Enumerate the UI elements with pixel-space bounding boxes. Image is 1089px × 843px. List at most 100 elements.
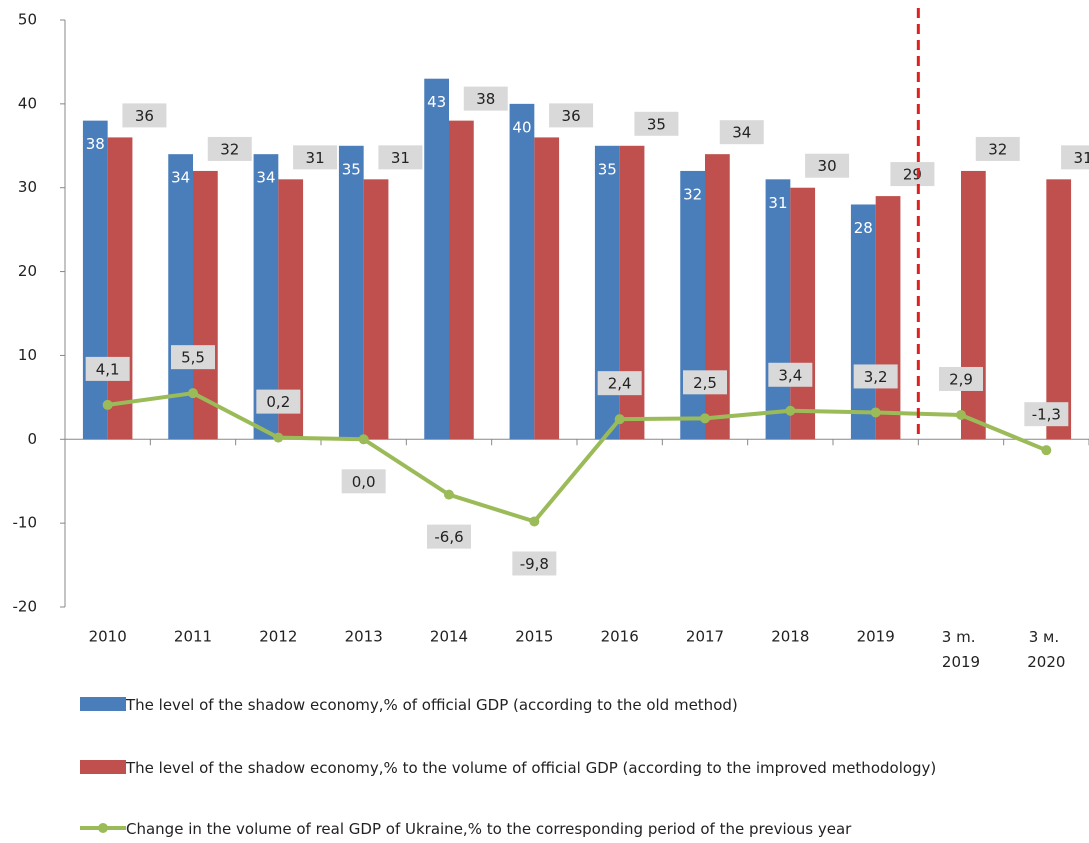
- bar-value-label: 40: [512, 118, 531, 136]
- y-tick-label: 10: [18, 346, 37, 364]
- value-label: 35: [647, 115, 666, 133]
- value-label-box: [634, 111, 679, 136]
- line-marker: [358, 434, 369, 445]
- y-tick-label: 50: [18, 11, 37, 29]
- x-tick-label-line: 2020: [1027, 653, 1065, 671]
- bar: [619, 145, 645, 440]
- bar: [594, 145, 620, 440]
- line-marker: [614, 414, 625, 425]
- legend-marker: [98, 823, 108, 833]
- value-label-box: [805, 153, 850, 178]
- value-label-box: [683, 370, 727, 395]
- value-label: 0,0: [352, 473, 376, 491]
- value-label-box: [207, 136, 252, 161]
- value-label-box: [975, 136, 1020, 161]
- value-label-box: [463, 86, 508, 111]
- bar-value-label: 34: [256, 169, 275, 187]
- bar: [107, 137, 133, 440]
- value-label: 0,2: [266, 393, 290, 411]
- value-label-box: [719, 120, 764, 145]
- value-label: 36: [135, 107, 154, 125]
- value-label: 2,4: [608, 375, 632, 393]
- value-label-box: [171, 345, 215, 370]
- x-tick-label-line: 3 m.: [942, 628, 980, 646]
- chart: -20 -10 0 10 20 30 40 50 2010 2011 2012 2013 2014 201…: [13, 8, 1089, 671]
- value-label: 30: [818, 157, 837, 175]
- bar: [961, 170, 986, 440]
- value-label: -6,6: [434, 528, 463, 546]
- legend-item: Change in the volume of real GDP of Ukra…: [80, 818, 1040, 840]
- value-label-box: [256, 389, 301, 414]
- value-label-box: [1061, 145, 1089, 170]
- bar: [424, 78, 449, 440]
- value-label-box: [939, 366, 983, 391]
- bar: [534, 137, 560, 440]
- value-label: 32: [988, 140, 1007, 158]
- x-tick-label: 2013: [345, 628, 383, 646]
- x-tick-label: 2014: [430, 628, 468, 646]
- value-label: 5,5: [181, 349, 205, 367]
- line-marker: [785, 405, 796, 416]
- value-label-box: [890, 162, 935, 187]
- line-marker: [870, 407, 881, 418]
- line-marker: [444, 489, 454, 500]
- value-label: 31: [306, 149, 325, 167]
- value-label-box: [597, 371, 642, 396]
- value-label: 34: [732, 124, 751, 142]
- line: [107, 391, 1048, 524]
- bar: [790, 187, 816, 440]
- y-tick-label: -10: [13, 514, 38, 532]
- value-label-box: [293, 145, 338, 170]
- bar: [363, 179, 389, 440]
- x-tick-label: 3 m. 2019: [942, 628, 980, 671]
- bar-value-label: 43: [427, 93, 446, 111]
- bar: [1046, 179, 1072, 440]
- y-tick-label: 30: [18, 178, 37, 196]
- x-tick-label: 2019: [857, 628, 895, 646]
- value-label: 36: [562, 107, 581, 125]
- value-label-box: [122, 103, 167, 128]
- bar: [449, 120, 474, 440]
- legend-key: [80, 821, 126, 835]
- legend-swatch: [80, 697, 126, 711]
- bar-value-label: 28: [854, 219, 873, 237]
- bar-value-label: 38: [86, 135, 105, 153]
- value-label: 31: [1074, 149, 1089, 167]
- line-marker: [102, 399, 113, 410]
- value-label-box: [549, 103, 594, 128]
- bar-value-label: 35: [342, 160, 361, 178]
- value-label: 2,9: [949, 370, 973, 388]
- line-marker: [956, 409, 966, 420]
- bar: [680, 170, 705, 440]
- line-marker: [188, 388, 198, 399]
- value-label: -1,3: [1032, 406, 1061, 424]
- x-tick-label: 2012: [259, 628, 297, 646]
- x-tick-label: 2010: [89, 628, 127, 646]
- bar: [875, 196, 901, 440]
- legend-label: The level of the shadow economy,% to the…: [126, 759, 937, 777]
- value-label-box: [378, 145, 423, 170]
- value-label: 3,4: [778, 366, 802, 384]
- bar: [82, 120, 108, 440]
- bar: [850, 204, 876, 440]
- bar-value-label: 31: [768, 194, 787, 212]
- value-label: 4,1: [96, 360, 120, 378]
- y-tick-label: -20: [13, 598, 38, 616]
- y-tick-label: 0: [27, 430, 37, 448]
- y-tick-label: 20: [18, 262, 37, 280]
- legend-label: Change in the volume of real GDP of Ukra…: [126, 820, 852, 838]
- value-label-box: [427, 524, 471, 549]
- value-label-box: [768, 362, 813, 387]
- bar-value-label: 32: [683, 185, 702, 203]
- x-tick-label-line: 3 м.: [1029, 628, 1064, 646]
- legend-key: [80, 760, 126, 774]
- legend-swatch: [80, 760, 126, 774]
- x-tick-label: 2011: [174, 628, 212, 646]
- value-label-box: [1024, 402, 1069, 427]
- x-tick-label: 2016: [601, 628, 639, 646]
- bar: [509, 103, 535, 440]
- legend-label: The level of the shadow economy,% of off…: [126, 696, 738, 714]
- line-marker: [1041, 445, 1052, 456]
- line-marker: [529, 516, 540, 527]
